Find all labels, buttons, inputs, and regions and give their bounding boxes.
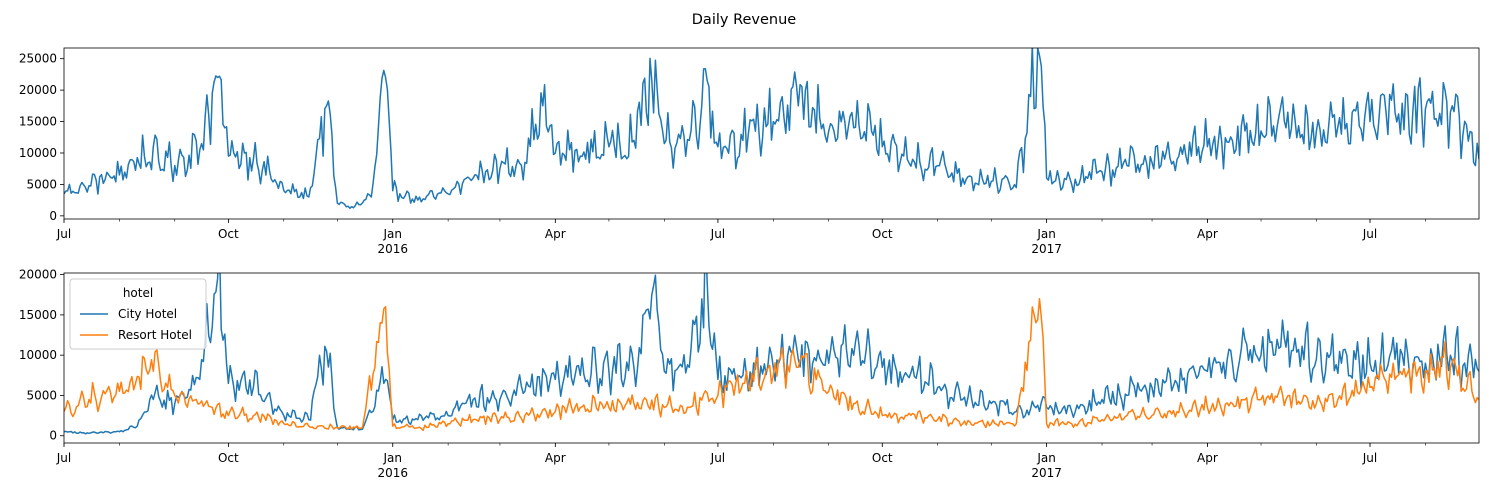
x-tick-label: Jul [710,451,725,465]
x-tick-label: Oct [218,451,239,465]
x-tick-label: Jan [1036,227,1056,241]
x-tick-label: Apr [1197,227,1218,241]
y-tick-label: 0 [49,429,57,443]
y-tick-label: 10000 [19,348,57,362]
x-tick-label: Apr [545,227,566,241]
x-tick-label: Jan [382,227,402,241]
x-tick-year-label: 2016 [377,242,408,256]
series-line [64,48,1479,210]
x-tick-label: Oct [872,451,893,465]
x-tick-label: Jul [1362,227,1377,241]
x-tick-label: Apr [1197,451,1218,465]
x-tick-label: Jul [56,451,71,465]
series-line [64,298,1479,432]
legend-entry: City Hotel [118,307,177,321]
axes-frame [63,272,1480,444]
x-tick-label: Apr [545,451,566,465]
axes-frame [63,47,1480,220]
legend-entry: Resort Hotel [118,328,192,342]
legend-title: hotel [123,286,153,300]
y-tick-label: 20000 [19,83,57,97]
y-tick-label: 20000 [19,268,57,282]
x-tick-year-label: 2017 [1031,466,1062,480]
y-tick-label: 15000 [19,308,57,322]
y-tick-label: 25000 [19,52,57,66]
x-tick-label: Oct [218,227,239,241]
series-line [64,273,1479,435]
x-tick-label: Jul [56,227,71,241]
x-tick-label: Oct [872,227,893,241]
x-tick-label: Jan [1036,451,1056,465]
y-tick-label: 15000 [19,115,57,129]
x-tick-label: Jul [710,227,725,241]
x-tick-label: Jul [1362,451,1377,465]
y-tick-label: 0 [49,209,57,223]
y-tick-label: 5000 [26,388,57,402]
legend-box [69,278,207,350]
y-tick-label: 10000 [19,146,57,160]
x-tick-year-label: 2017 [1031,242,1062,256]
figure-title: Daily Revenue [692,12,797,28]
x-tick-year-label: 2016 [377,466,408,480]
x-tick-label: Jan [382,451,402,465]
y-tick-label: 5000 [26,177,57,191]
